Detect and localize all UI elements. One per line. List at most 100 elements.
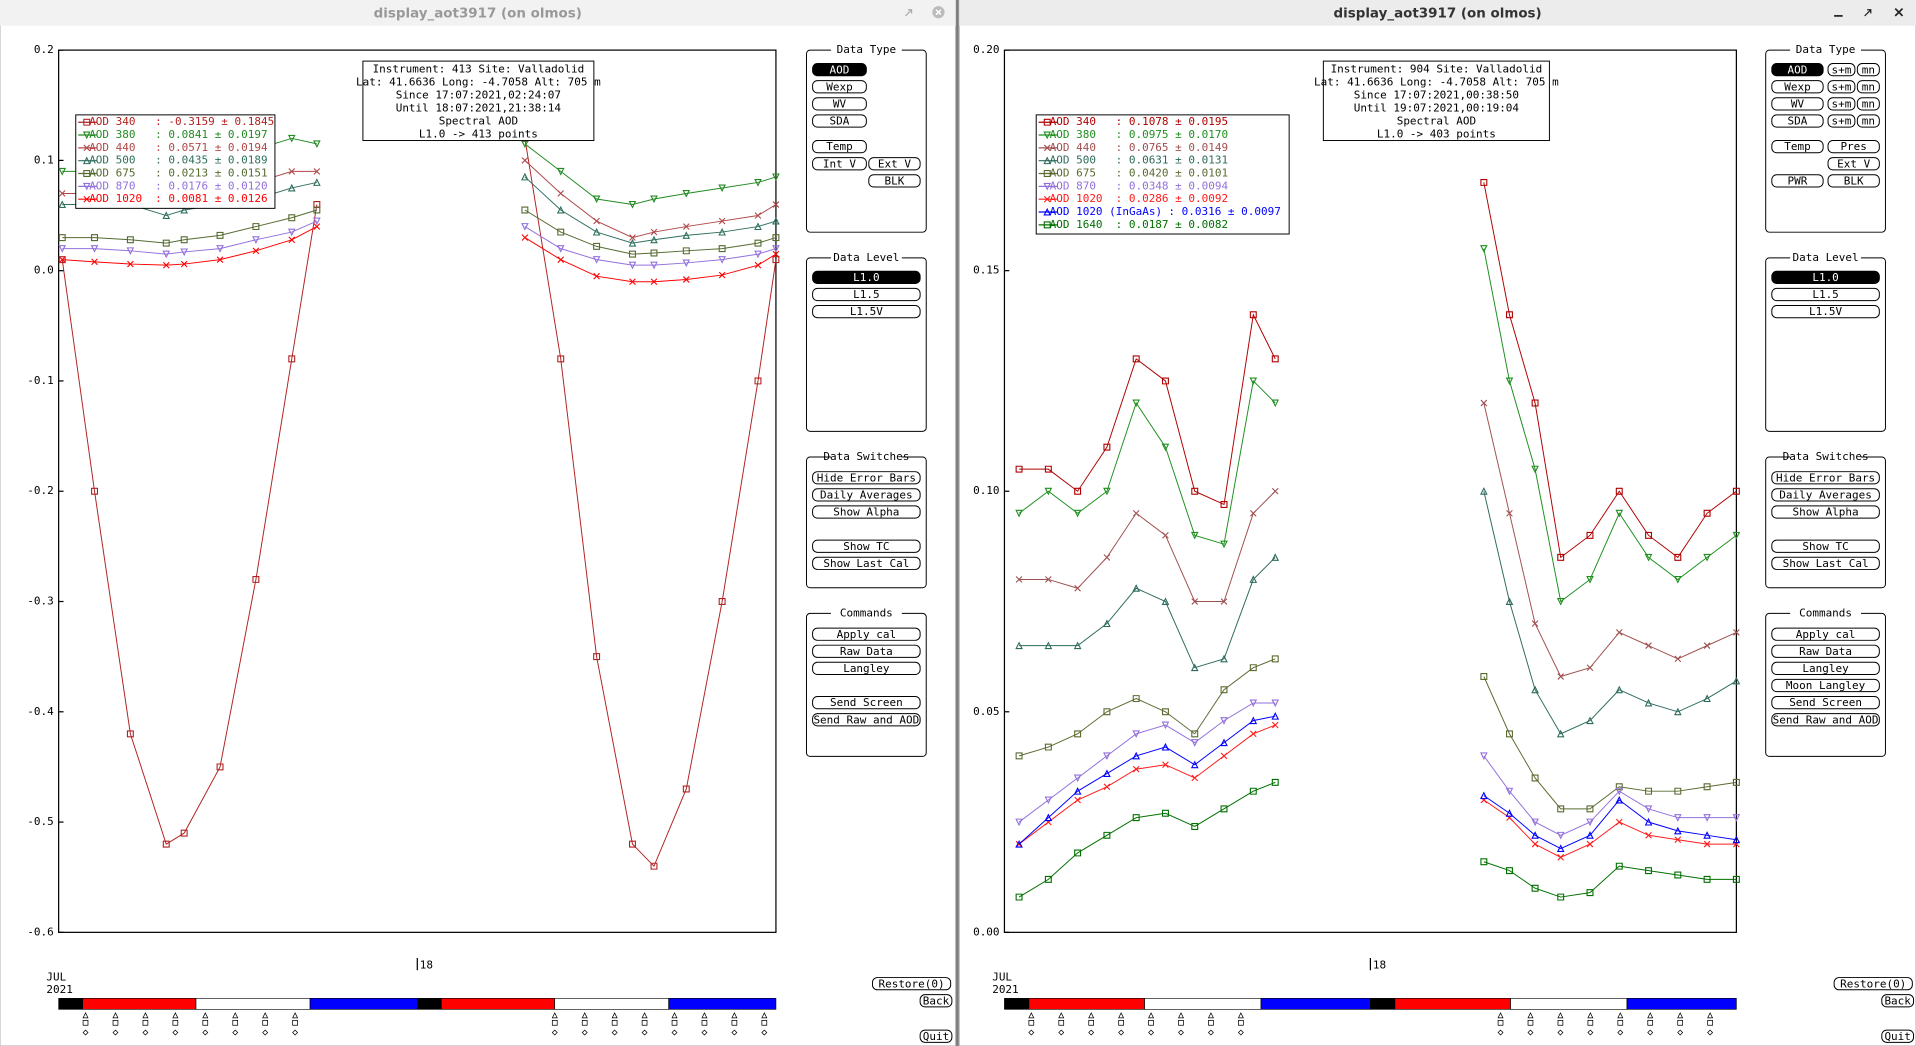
button[interactable]: Apply cal <box>812 627 921 641</box>
button-frame[interactable] <box>1771 505 1880 519</box>
button-frame[interactable] <box>1771 644 1880 658</box>
button-frame[interactable] <box>812 63 867 77</box>
button-label[interactable]: mn <box>1862 97 1875 110</box>
button-frame[interactable] <box>812 539 921 553</box>
button-label[interactable]: s+m <box>1832 63 1852 76</box>
button[interactable]: Int V <box>812 157 867 170</box>
button-label[interactable]: WV <box>1791 97 1805 110</box>
button-frame[interactable] <box>812 644 921 658</box>
button[interactable]: Show Alpha <box>812 505 921 519</box>
button-frame[interactable] <box>1771 270 1880 284</box>
button[interactable]: s+m <box>1827 97 1856 111</box>
button[interactable]: Send Raw and AOD <box>1771 713 1880 727</box>
button[interactable]: Send Raw and AOD <box>812 713 921 727</box>
button[interactable]: BLK <box>1827 174 1880 188</box>
button[interactable]: Back <box>1881 994 1915 1008</box>
button-frame[interactable] <box>812 97 867 111</box>
button[interactable]: Send Screen <box>1771 696 1880 709</box>
button-frame[interactable] <box>1827 157 1880 171</box>
button[interactable]: Send Screen <box>812 696 921 710</box>
button-frame[interactable] <box>1856 63 1880 77</box>
button-label[interactable]: Send Raw and AOD <box>1773 713 1879 726</box>
button-frame[interactable] <box>812 287 921 302</box>
button-frame[interactable] <box>1827 174 1880 188</box>
button-label[interactable]: SDA <box>1788 115 1808 128</box>
button-frame[interactable] <box>1827 63 1856 77</box>
button[interactable]: Restore(0) <box>871 977 952 991</box>
button-frame[interactable] <box>812 713 921 727</box>
button-label[interactable]: Wexp <box>1784 80 1810 93</box>
button[interactable]: Raw Data <box>1771 644 1880 658</box>
button[interactable]: mn <box>1856 114 1880 128</box>
button[interactable]: Temp <box>1771 140 1824 153</box>
button-frame[interactable] <box>812 140 867 154</box>
close-button[interactable] <box>1894 7 1904 17</box>
button-frame[interactable] <box>1881 994 1915 1008</box>
button-frame[interactable] <box>1881 1029 1915 1043</box>
button[interactable]: L1.5V <box>1771 305 1880 318</box>
button-label[interactable]: L1.5V <box>850 305 883 318</box>
button-frame[interactable] <box>1771 63 1824 77</box>
button-frame[interactable] <box>868 174 921 188</box>
maximize-button[interactable] <box>1864 9 1872 17</box>
button[interactable]: BLK <box>868 174 921 188</box>
button-label[interactable]: Langley <box>843 662 890 675</box>
button[interactable]: Temp <box>812 140 867 154</box>
button-label[interactable]: Show Last Cal <box>823 557 909 570</box>
button-frame[interactable] <box>1771 174 1824 188</box>
maximize-button[interactable] <box>905 9 913 17</box>
button-frame[interactable] <box>812 471 921 485</box>
button-frame[interactable] <box>812 696 921 710</box>
button[interactable]: mn <box>1856 97 1880 111</box>
button-label[interactable]: s+m <box>1832 97 1852 110</box>
button-label[interactable]: Raw Data <box>840 645 893 658</box>
button-label[interactable]: Ext V <box>1837 157 1870 170</box>
button-frame[interactable] <box>1771 713 1880 727</box>
button-frame[interactable] <box>1827 97 1856 111</box>
button-label[interactable]: Hide Error Bars <box>1776 471 1875 484</box>
button-label[interactable]: L1.0 <box>1812 271 1838 284</box>
button-label[interactable]: Daily Averages <box>820 489 913 502</box>
button[interactable]: Wexp <box>1771 80 1824 94</box>
button[interactable]: WV <box>812 97 867 111</box>
button-frame[interactable] <box>1771 488 1880 502</box>
button-label[interactable]: Apply cal <box>1796 628 1856 641</box>
button-label[interactable]: Apply cal <box>837 628 897 641</box>
button-frame[interactable] <box>1771 556 1880 570</box>
button-label[interactable]: Show TC <box>843 540 889 553</box>
button[interactable]: Pres <box>1827 140 1880 153</box>
button-label[interactable]: Send Raw and AOD <box>813 713 919 726</box>
button-label[interactable]: Ext V <box>878 157 911 170</box>
button-frame[interactable] <box>868 157 921 171</box>
button-label[interactable]: Quit <box>923 1030 949 1043</box>
button-frame[interactable] <box>1856 97 1880 111</box>
button[interactable]: L1.5 <box>1771 287 1880 301</box>
button-frame[interactable] <box>1771 80 1824 94</box>
button-frame[interactable] <box>1771 471 1880 485</box>
button[interactable]: Ext V <box>868 157 921 171</box>
button[interactable]: Ext V <box>1827 157 1880 171</box>
button[interactable]: L1.0 <box>812 270 921 284</box>
button-label[interactable]: Restore(0) <box>1840 977 1906 990</box>
button-label[interactable]: mn <box>1862 63 1875 76</box>
button-label[interactable]: SDA <box>830 115 850 128</box>
button-label[interactable]: Hide Error Bars <box>817 471 916 484</box>
button-label[interactable]: L1.5V <box>1809 305 1842 318</box>
button[interactable]: AOD <box>1771 63 1824 77</box>
button-label[interactable]: mn <box>1862 80 1875 93</box>
button[interactable]: Quit <box>1881 1029 1915 1043</box>
button[interactable]: L1.0 <box>1771 270 1880 284</box>
button-frame[interactable] <box>871 977 952 991</box>
button-label[interactable]: Temp <box>826 140 852 153</box>
button[interactable]: Back <box>919 994 953 1008</box>
button-label[interactable]: Raw Data <box>1799 645 1852 658</box>
button-frame[interactable] <box>1856 114 1880 128</box>
button-label[interactable]: Temp <box>1784 140 1810 153</box>
button[interactable]: Moon Langley <box>1771 678 1880 692</box>
button-label[interactable]: s+m <box>1832 115 1852 128</box>
button-label[interactable]: Send Screen <box>830 696 903 709</box>
button-frame[interactable] <box>919 994 953 1008</box>
button[interactable]: Langley <box>812 661 921 675</box>
button-label[interactable]: L1.0 <box>853 271 879 284</box>
button-label[interactable]: PWR <box>1788 174 1808 187</box>
